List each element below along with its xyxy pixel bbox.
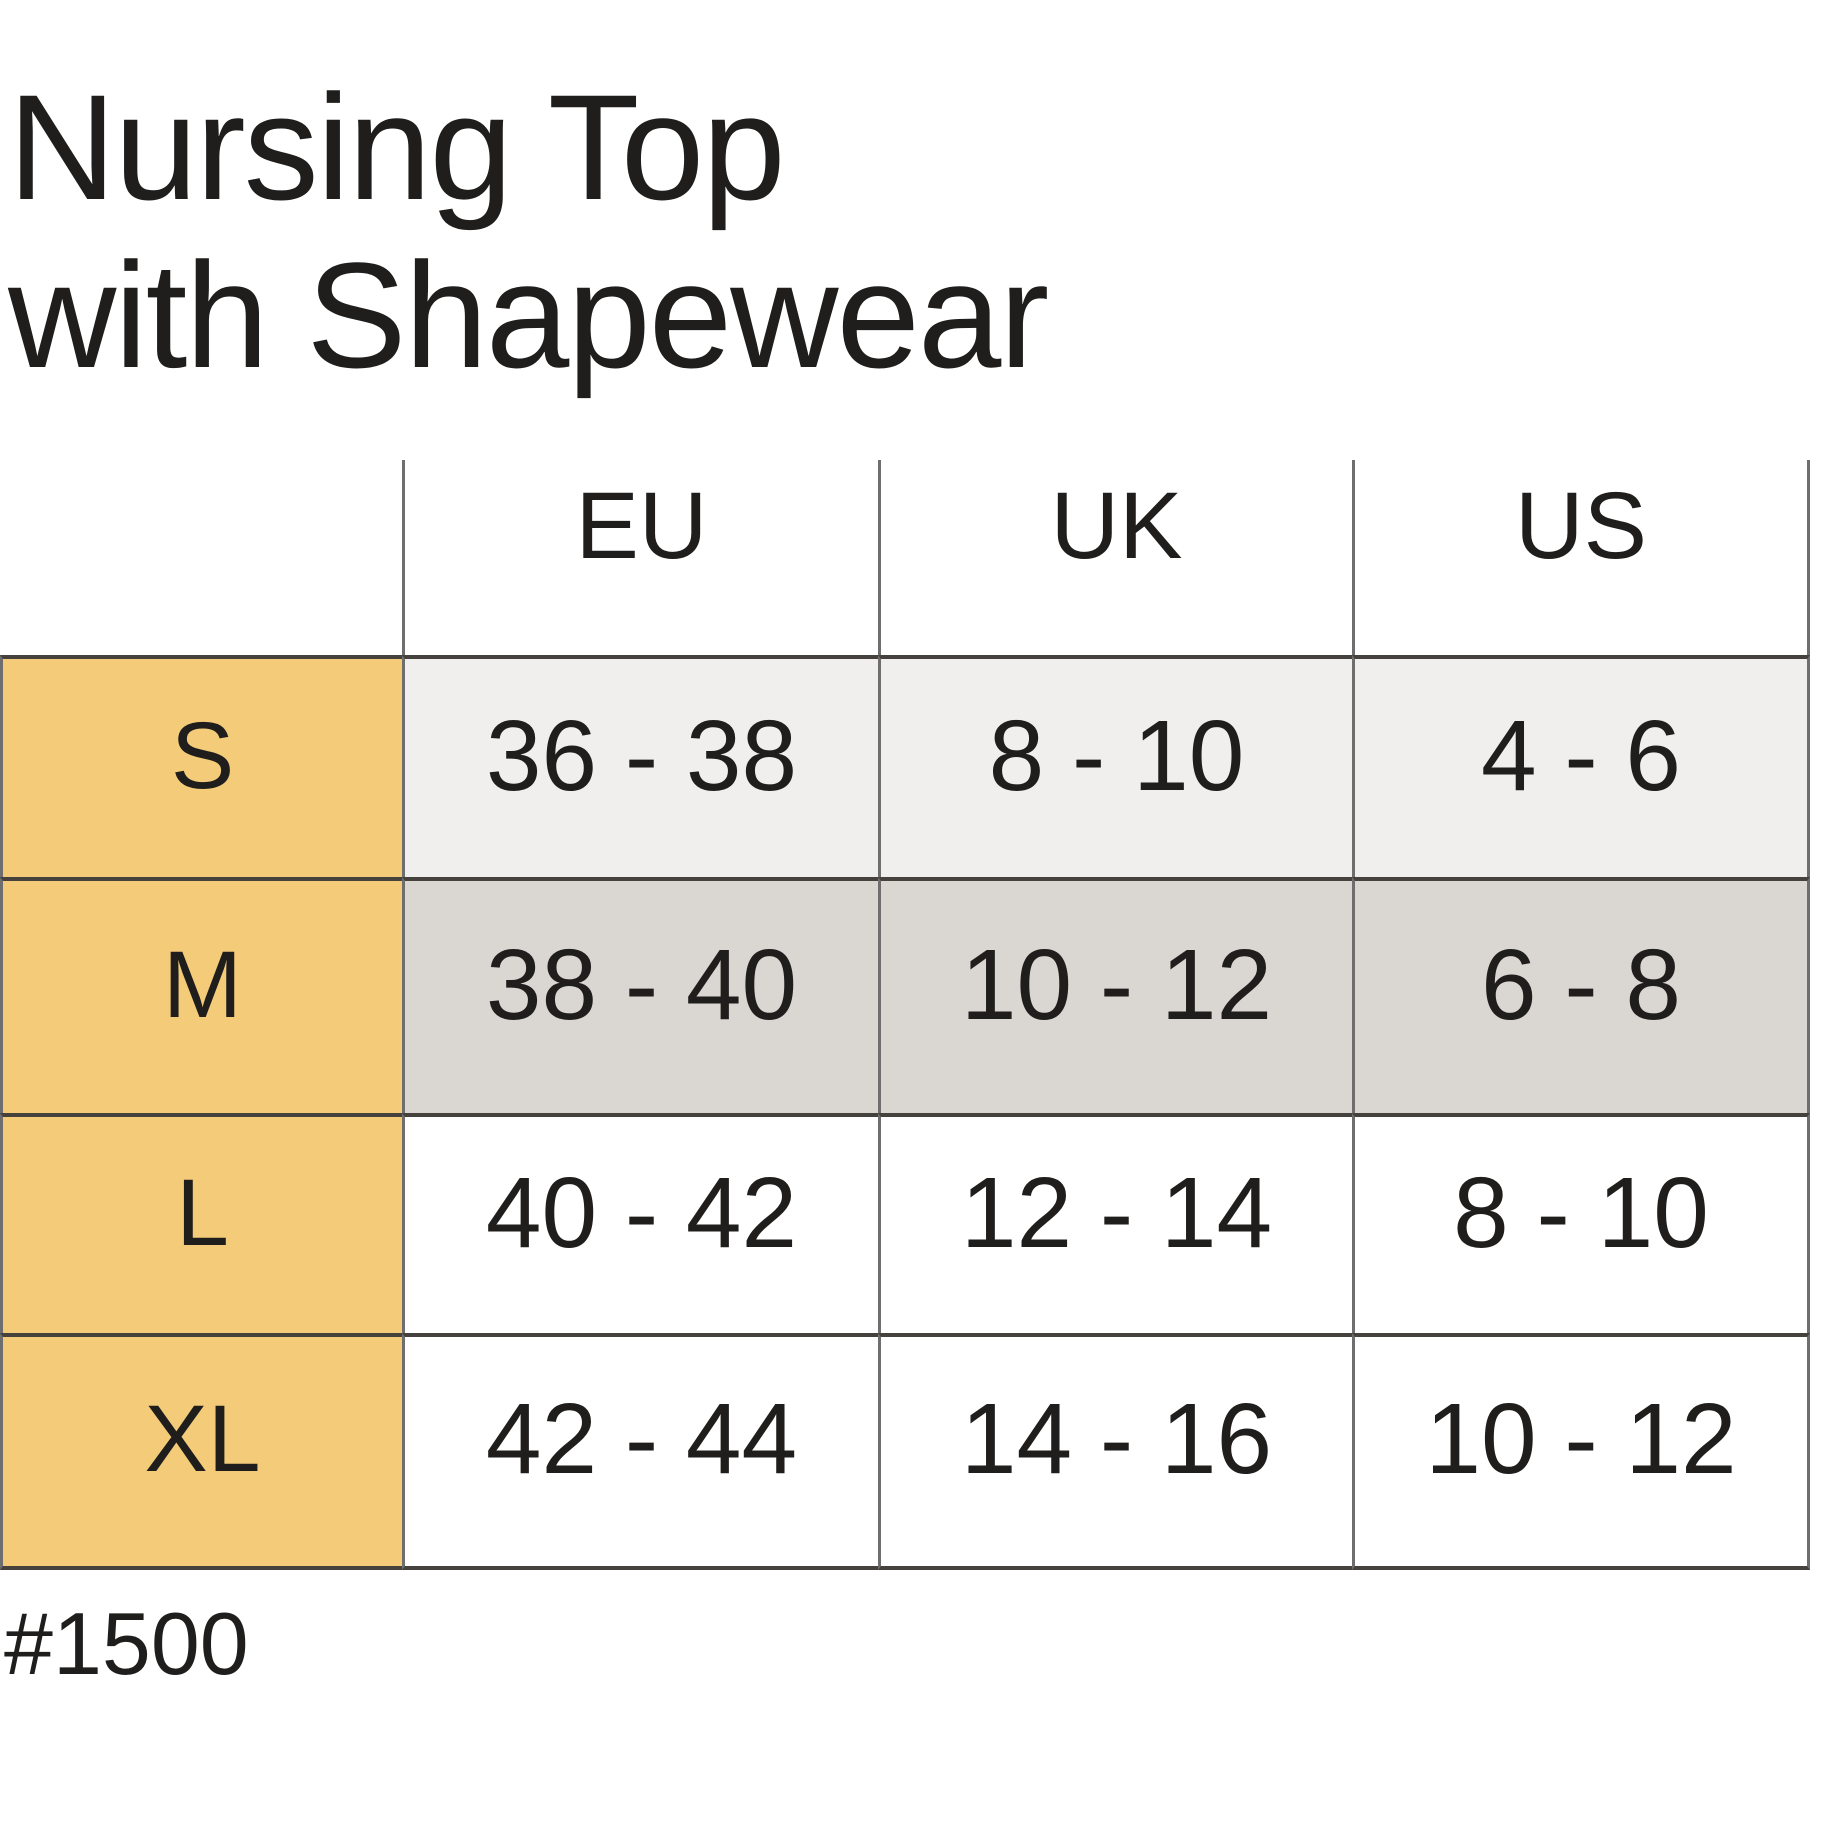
row-label-l: L (0, 1113, 402, 1333)
cell-xl-eu: 42 - 44 (402, 1333, 878, 1570)
row-label-s: S (0, 655, 402, 877)
cell-s-eu: 36 - 38 (402, 655, 878, 877)
row-label-m: M (0, 877, 402, 1113)
column-header-us: US (1352, 460, 1810, 655)
corner-cell (0, 460, 402, 655)
page-title-line-2: with Shapewear (8, 231, 1049, 399)
page-title-line-1: Nursing Top (8, 63, 786, 231)
row-label-xl: XL (0, 1333, 402, 1570)
cell-m-us: 6 - 8 (1352, 877, 1810, 1113)
cell-m-eu: 38 - 40 (402, 877, 878, 1113)
size-chart-table: EU UK US S 36 - 38 8 - 10 4 - 6 M 38 - 4… (0, 460, 1810, 1570)
cell-s-us: 4 - 6 (1352, 655, 1810, 877)
cell-l-uk: 12 - 14 (878, 1113, 1352, 1333)
cell-xl-us: 10 - 12 (1352, 1333, 1810, 1570)
page-title: Nursing Top with Shapewear (8, 63, 1049, 399)
cell-s-uk: 8 - 10 (878, 655, 1352, 877)
cell-l-us: 8 - 10 (1352, 1113, 1810, 1333)
column-header-uk: UK (878, 460, 1352, 655)
model-number: #1500 (4, 1594, 249, 1693)
cell-xl-uk: 14 - 16 (878, 1333, 1352, 1570)
cell-m-uk: 10 - 12 (878, 877, 1352, 1113)
column-header-eu: EU (402, 460, 878, 655)
cell-l-eu: 40 - 42 (402, 1113, 878, 1333)
